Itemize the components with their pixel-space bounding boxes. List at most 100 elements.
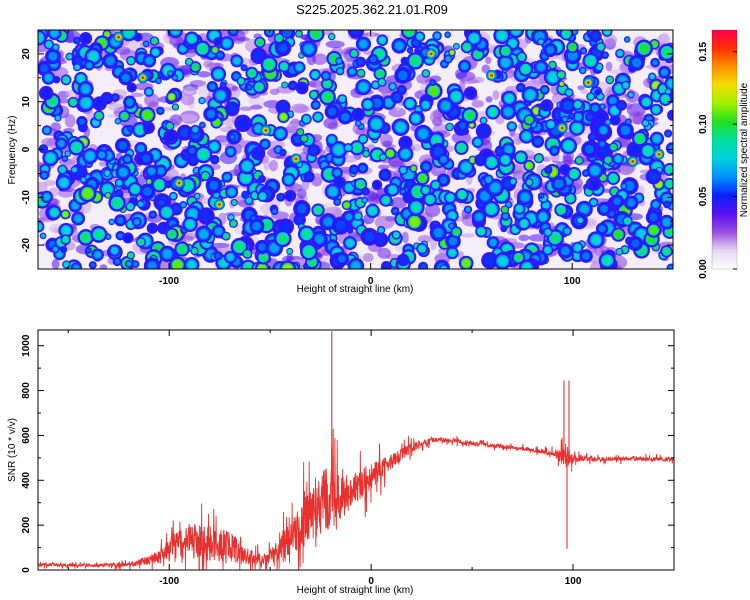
heatmap-cell — [581, 169, 590, 177]
heatmap-cell — [148, 210, 158, 219]
heatmap-cell — [60, 234, 71, 245]
heatmap-cell — [525, 178, 534, 187]
heatmap-cell — [559, 96, 577, 114]
heatmap-cell — [498, 152, 513, 167]
heatmap-cell — [373, 67, 387, 81]
heatmap-cell — [333, 198, 342, 206]
heatmap-cell — [180, 226, 188, 235]
heatmap-cell — [605, 61, 613, 72]
heatmap-cell — [256, 190, 269, 202]
heatmap-cell — [606, 171, 621, 186]
heatmap-cell — [381, 86, 389, 98]
heatmap-cell — [224, 101, 240, 117]
heatmap-cell — [231, 85, 239, 92]
heatmap-cell — [537, 192, 545, 199]
heatmap-cell — [546, 229, 564, 247]
heatmap-cell — [660, 245, 673, 258]
heatmap-cell — [663, 177, 673, 190]
heatmap-cell — [641, 119, 650, 128]
heatmap-cell — [430, 179, 441, 191]
heatmap-cell — [104, 191, 112, 199]
heatmap-cell — [533, 59, 549, 75]
heatmap-cell — [99, 264, 108, 269]
heatmap-cell — [508, 30, 525, 39]
heatmap-cell — [324, 104, 340, 120]
heatmap-cell — [543, 42, 558, 58]
heatmap-cell — [385, 144, 396, 149]
heatmap-cell — [416, 242, 428, 255]
heatmap-cell — [294, 145, 304, 153]
heatmap-cell — [343, 143, 353, 153]
heatmap-cell — [624, 118, 632, 126]
heatmap-peak — [556, 122, 568, 134]
heatmap-cell — [320, 77, 334, 91]
heatmap-cell — [60, 74, 72, 86]
heatmap-cell — [352, 107, 365, 120]
heatmap-cell — [342, 211, 355, 223]
heatmap-cell — [281, 172, 296, 187]
heatmap-cell — [99, 181, 116, 198]
heatmap-cell — [355, 56, 366, 68]
heatmap-cell — [131, 216, 142, 227]
heatmap-cell — [156, 106, 165, 116]
heatmap-cell — [650, 57, 660, 68]
heatmap-cell — [47, 30, 62, 41]
heatmap-cell — [579, 249, 593, 263]
heatmap-cell — [210, 66, 227, 82]
heatmap-cell — [539, 84, 550, 95]
x-tick-label: 0 — [368, 576, 374, 587]
heatmap-cell — [279, 148, 287, 157]
heatmap-cell — [377, 225, 386, 235]
heatmap-cell — [649, 131, 665, 146]
heatmap-cell — [445, 122, 454, 132]
heatmap-cell — [249, 214, 257, 222]
heatmap-cell — [652, 178, 665, 191]
heatmap-cell — [407, 198, 425, 216]
heatmap-cell — [320, 70, 332, 82]
heatmap-cell — [236, 76, 246, 86]
heatmap-cell — [70, 165, 79, 174]
heatmap-cell — [417, 235, 432, 244]
heatmap-cell — [70, 262, 83, 269]
heatmap-peak — [627, 155, 639, 167]
heatmap-cell — [396, 84, 407, 96]
heatmap-cell — [460, 40, 474, 54]
heatmap-cell — [83, 59, 95, 71]
heatmap-cell — [587, 231, 605, 249]
heatmap-cell — [361, 187, 370, 196]
heatmap-cell — [54, 114, 62, 122]
heatmap-cell — [122, 153, 133, 165]
heatmap-cell — [448, 48, 456, 57]
heatmap-cell — [664, 129, 673, 138]
heatmap-cell — [213, 251, 223, 261]
heatmap-cell — [623, 36, 631, 43]
heatmap-cell — [346, 227, 354, 234]
heatmap-cell — [500, 103, 517, 120]
heatmap-cell — [327, 122, 339, 130]
heatmap-cell — [554, 203, 568, 217]
heatmap-cell — [38, 85, 54, 101]
heatmap-cell — [310, 99, 321, 111]
heatmap-cell — [349, 48, 359, 59]
heatmap-cell — [254, 36, 266, 49]
heatmap-cell — [198, 121, 206, 129]
heatmap-cell — [663, 162, 673, 177]
heatmap-cell — [71, 230, 80, 240]
heatmap-cell — [362, 253, 374, 263]
heatmap-cell — [195, 225, 213, 243]
heatmap-cell — [663, 200, 672, 209]
heatmap-cell — [396, 253, 410, 267]
heatmap-cell — [194, 145, 213, 164]
heatmap-cell — [299, 134, 309, 143]
heatmap-cell — [112, 256, 122, 267]
heatmap-cell — [548, 60, 557, 70]
heatmap-cell — [362, 149, 370, 158]
heatmap-cell — [114, 178, 124, 188]
heatmap-cell — [343, 236, 357, 251]
heatmap-cell — [165, 121, 175, 131]
y-tick-label: 800 — [21, 382, 32, 399]
heatmap-cell — [238, 157, 256, 175]
heatmap-cell — [242, 248, 253, 259]
heatmap-cell — [645, 222, 662, 238]
heatmap-cell — [479, 116, 488, 125]
